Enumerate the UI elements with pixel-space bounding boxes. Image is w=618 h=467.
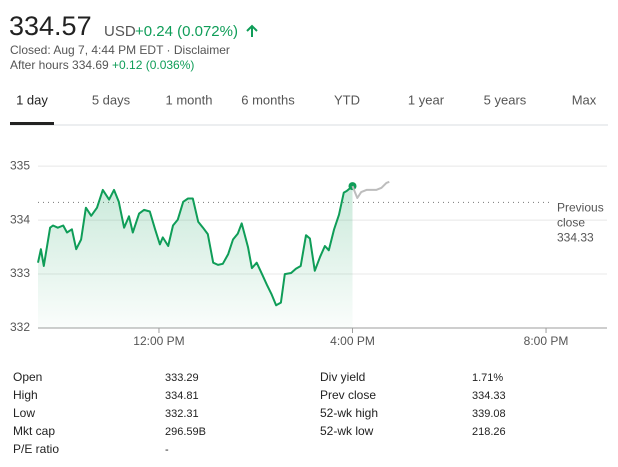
stat-value: 334.33 xyxy=(472,390,506,402)
after-hours-change: +0.12 (0.036%) xyxy=(112,58,194,72)
stat-label: Prev close xyxy=(320,388,376,402)
stat-label: Open xyxy=(13,370,42,384)
status: Closed: Aug 7, 4:44 PM EDT · Disclaimer xyxy=(10,43,230,57)
x-tick-label: 8:00 PM xyxy=(524,334,569,348)
stat-label: Mkt cap xyxy=(13,424,55,438)
stats: Open 333.29 High 334.81 Low 332.31 Mkt cap 296.… xyxy=(13,370,506,456)
x-tick-label: 4:00 PM xyxy=(330,334,375,348)
stat-label: P/E ratio xyxy=(13,442,59,456)
chart: 332 333 334 335 12:00 PM 4:00 PM 8:00 PM Previo… xyxy=(10,158,607,348)
stat-value: 1.71% xyxy=(472,372,503,384)
stat-value: 339.08 xyxy=(472,408,506,420)
previous-close-value: 334.33 xyxy=(557,230,594,244)
stat-value: 218.26 xyxy=(472,426,506,438)
tab[interactable]: 6 months xyxy=(241,92,295,107)
area xyxy=(38,186,353,328)
stat-value: 296.59B xyxy=(165,426,206,438)
tab[interactable]: 1 month xyxy=(166,92,213,107)
stat-label: 52-wk high xyxy=(320,406,378,420)
price-line xyxy=(37,185,354,307)
stat-value: 333.29 xyxy=(165,372,199,384)
stat-label: Div yield xyxy=(320,370,365,384)
tab[interactable]: 5 years xyxy=(484,92,527,107)
tab[interactable]: 5 days xyxy=(92,92,131,107)
stat-label: High xyxy=(13,388,38,402)
stat-value: - xyxy=(165,444,169,456)
y-tick-label: 335 xyxy=(10,158,30,172)
y-tick-label: 333 xyxy=(10,266,30,280)
x-tick-label: 12:00 PM xyxy=(133,334,184,348)
tab[interactable]: YTD xyxy=(334,92,360,107)
currency: USD xyxy=(104,23,136,40)
stat-value: 332.31 xyxy=(165,408,199,420)
tab[interactable]: Max xyxy=(572,92,597,107)
up-arrow xyxy=(246,24,258,37)
previous-close-label: Previous close xyxy=(557,200,604,229)
stat-value: 334.81 xyxy=(165,390,199,402)
price: 334.57 xyxy=(9,11,92,41)
y-tick-label: 332 xyxy=(10,320,30,334)
change: +0.24 (0.072%) xyxy=(135,23,238,40)
price-line xyxy=(351,180,390,199)
after-hours: After hours 334.69 xyxy=(10,58,109,72)
stat-label: Low xyxy=(13,406,35,420)
tabs: 1 day 5 days 1 month 6 months YTD 1 year 5 yea… xyxy=(10,92,597,125)
tab[interactable]: 1 day xyxy=(16,92,48,107)
tab[interactable]: 1 year xyxy=(408,92,445,107)
active-tab-underline xyxy=(10,122,54,125)
y-tick-label: 334 xyxy=(10,212,30,226)
stat-label: 52-wk low xyxy=(320,424,374,438)
